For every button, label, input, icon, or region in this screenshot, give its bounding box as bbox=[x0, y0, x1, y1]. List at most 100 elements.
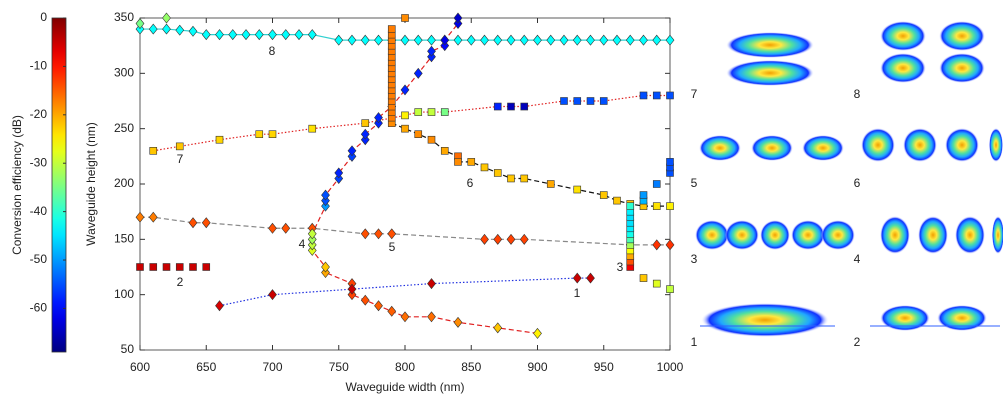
square-marker bbox=[149, 263, 158, 271]
diamond-marker bbox=[307, 244, 317, 256]
series-annotation: 5 bbox=[389, 240, 396, 254]
diamond-marker bbox=[506, 34, 516, 46]
colorbar-tick-label: -30 bbox=[30, 155, 48, 169]
diamond-marker bbox=[162, 23, 171, 35]
square-marker bbox=[401, 14, 409, 22]
series-annotation: 1 bbox=[574, 286, 581, 300]
square-marker bbox=[652, 180, 661, 188]
diamond-marker bbox=[347, 150, 357, 162]
square-marker bbox=[202, 263, 211, 271]
diamond-marker bbox=[413, 67, 423, 79]
square-marker bbox=[639, 274, 648, 282]
square-marker bbox=[666, 158, 674, 166]
square-marker bbox=[308, 124, 317, 133]
square-marker bbox=[652, 91, 661, 100]
diamond-marker bbox=[387, 228, 397, 240]
series-annotation: 3 bbox=[617, 260, 624, 274]
square-marker bbox=[401, 124, 409, 133]
square-marker bbox=[162, 263, 171, 271]
colorbar bbox=[51, 17, 67, 353]
mode-label: 7 bbox=[691, 87, 698, 101]
mode-label: 5 bbox=[691, 176, 698, 190]
diamond-marker bbox=[546, 34, 556, 46]
diamond-marker bbox=[374, 34, 383, 46]
diamond-marker bbox=[519, 34, 529, 46]
diamond-marker bbox=[347, 283, 357, 295]
diamond-marker bbox=[453, 18, 463, 30]
diamond-marker bbox=[466, 34, 476, 46]
x-tick-label: 1000 bbox=[657, 360, 684, 374]
square-marker bbox=[507, 174, 515, 183]
square-marker bbox=[493, 169, 502, 177]
diamond-marker bbox=[188, 25, 198, 37]
diamond-marker bbox=[321, 200, 330, 212]
diamond-marker bbox=[281, 29, 291, 41]
square-marker bbox=[414, 130, 423, 138]
diamond-marker bbox=[360, 294, 370, 306]
y-axis-label: Waveguide height (nm) bbox=[84, 122, 98, 246]
diamond-marker bbox=[453, 34, 463, 46]
square-marker bbox=[454, 158, 462, 166]
x-tick-label: 750 bbox=[329, 360, 349, 374]
square-marker bbox=[255, 130, 264, 138]
y-tick-label: 100 bbox=[114, 287, 134, 301]
diamond-marker bbox=[334, 172, 344, 184]
diamond-marker bbox=[586, 34, 595, 46]
square-marker bbox=[387, 25, 396, 33]
diamond-marker bbox=[400, 34, 410, 46]
diamond-marker bbox=[334, 167, 344, 179]
x-tick-label: 850 bbox=[461, 360, 481, 374]
square-marker bbox=[136, 263, 144, 271]
mode-label: 4 bbox=[854, 252, 861, 266]
x-tick-label: 950 bbox=[594, 360, 614, 374]
diamond-marker bbox=[493, 34, 503, 46]
y-tick-label: 50 bbox=[121, 342, 135, 356]
diamond-marker bbox=[400, 311, 410, 323]
diamond-marker bbox=[519, 233, 529, 245]
colorbar-tick-label: -20 bbox=[30, 107, 48, 121]
diamond-marker bbox=[241, 29, 251, 41]
diamond-marker bbox=[427, 278, 436, 290]
diamond-marker bbox=[215, 300, 224, 312]
diamond-marker bbox=[480, 233, 489, 245]
diamond-marker bbox=[321, 195, 330, 207]
square-marker bbox=[361, 119, 370, 127]
diamond-marker bbox=[440, 40, 450, 52]
series-annotation: 2 bbox=[177, 275, 184, 289]
mode-label: 3 bbox=[691, 252, 698, 266]
diamond-marker bbox=[427, 34, 436, 46]
diamond-marker bbox=[440, 34, 450, 46]
square-marker bbox=[639, 191, 648, 199]
diamond-marker bbox=[334, 34, 344, 46]
diamond-marker bbox=[201, 29, 211, 41]
y-tick-label: 350 bbox=[114, 10, 134, 24]
square-marker bbox=[626, 202, 635, 210]
square-marker bbox=[440, 147, 449, 155]
y-tick-label: 150 bbox=[114, 232, 134, 246]
square-marker bbox=[215, 135, 224, 144]
diamond-marker bbox=[427, 311, 436, 323]
square-marker bbox=[546, 180, 555, 188]
square-marker bbox=[175, 142, 184, 151]
diamond-marker bbox=[135, 18, 145, 30]
diamond-marker bbox=[599, 34, 609, 46]
x-tick-label: 600 bbox=[130, 360, 150, 374]
square-marker bbox=[666, 285, 674, 293]
diamond-marker bbox=[201, 217, 211, 229]
diamond-marker bbox=[493, 233, 503, 245]
diamond-marker bbox=[453, 316, 463, 328]
diamond-marker bbox=[148, 23, 158, 35]
diamond-marker bbox=[188, 217, 198, 229]
diamond-marker bbox=[506, 233, 516, 245]
diamond-marker bbox=[321, 267, 330, 279]
square-marker bbox=[652, 202, 661, 210]
diamond-marker bbox=[400, 84, 410, 96]
square-marker bbox=[520, 102, 529, 111]
diamond-marker bbox=[665, 239, 675, 251]
diamond-marker bbox=[586, 272, 595, 284]
diamond-marker bbox=[135, 211, 145, 223]
diamond-marker bbox=[374, 117, 383, 129]
diamond-marker bbox=[294, 29, 304, 41]
mode-label: 6 bbox=[854, 176, 861, 190]
x-tick-label: 900 bbox=[527, 360, 547, 374]
